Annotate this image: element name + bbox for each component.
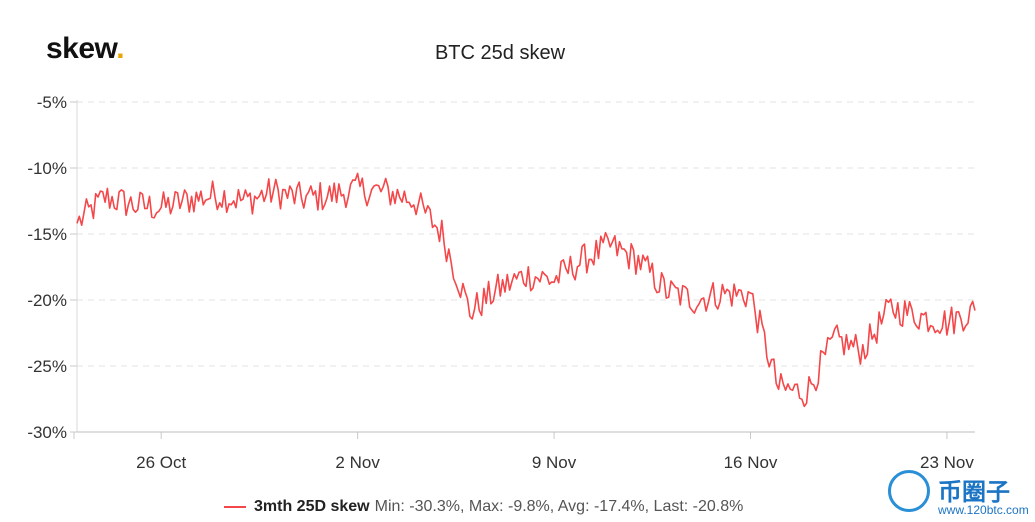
data-point [103, 195, 107, 199]
series-line-3mth-25d-skew [76, 172, 976, 408]
data-point [580, 258, 584, 262]
y-tick-label: -5% [37, 93, 67, 112]
data-point [187, 198, 191, 202]
x-tick-label: 16 Nov [724, 453, 778, 472]
data-point [440, 231, 444, 235]
legend-swatch [224, 506, 246, 508]
x-tick-label: 26 Oct [136, 453, 186, 472]
x-tick-label: 2 Nov [335, 453, 380, 472]
data-point [720, 291, 724, 295]
x-axis-ticks: 26 Oct 2 Nov 9 Nov 16 Nov 23 Nov [73, 432, 974, 472]
data-point [300, 196, 304, 200]
logo-dot: . [116, 32, 125, 65]
watermark: 币圈子 www.120btc.com [888, 468, 1035, 522]
data-point [833, 338, 837, 342]
data-point [215, 192, 219, 196]
logo-text: skew [46, 32, 117, 65]
y-tick-label: -30% [27, 423, 67, 442]
data-point [384, 190, 388, 194]
grid-lines [77, 101, 975, 367]
y-tick-label: -20% [27, 291, 67, 310]
x-tick-label: 23 Nov [920, 453, 974, 472]
legend-summary: Min: -30.3%, Max: -9.8%, Avg: -17.4%, La… [374, 498, 744, 515]
data-point [861, 348, 865, 352]
watermark-text: 币圈子 [938, 479, 1010, 506]
watermark-logo-icon [888, 470, 930, 512]
y-tick-label: -15% [27, 225, 67, 244]
y-tick-label: -10% [27, 159, 67, 178]
data-point [75, 221, 79, 225]
y-tick-label: -25% [27, 357, 67, 376]
chart-title: BTC 25d skew [434, 42, 566, 64]
data-point [636, 258, 640, 262]
data-point [496, 287, 500, 291]
data-point [777, 386, 781, 390]
data-point [412, 198, 416, 202]
data-point [524, 273, 528, 277]
y-axis-ticks: -5% -10% -15% -20% -25% -30% [27, 93, 77, 442]
data-point [159, 206, 163, 210]
data-point [131, 203, 135, 207]
data-point [889, 306, 893, 310]
data-point [692, 298, 696, 302]
watermark-url: www.120btc.com [938, 503, 1029, 517]
data-point [356, 187, 360, 191]
data-point [608, 244, 612, 248]
data-point [271, 190, 275, 194]
data-point [328, 194, 332, 198]
data-point [917, 314, 921, 318]
data-point [664, 289, 668, 293]
data-point [805, 390, 809, 394]
legend-series-name: 3mth 25D skew [254, 498, 370, 515]
data-point [749, 293, 753, 297]
x-tick-label: 9 Nov [532, 453, 577, 472]
data-point [552, 278, 556, 282]
data-point [945, 320, 949, 324]
skew-logo: skew. [46, 32, 125, 66]
data-point [468, 310, 472, 314]
legend[interactable]: 3mth 25D skew Min: -30.3%, Max: -9.8%, A… [224, 498, 743, 516]
data-point [243, 199, 247, 203]
data-point [973, 309, 977, 313]
